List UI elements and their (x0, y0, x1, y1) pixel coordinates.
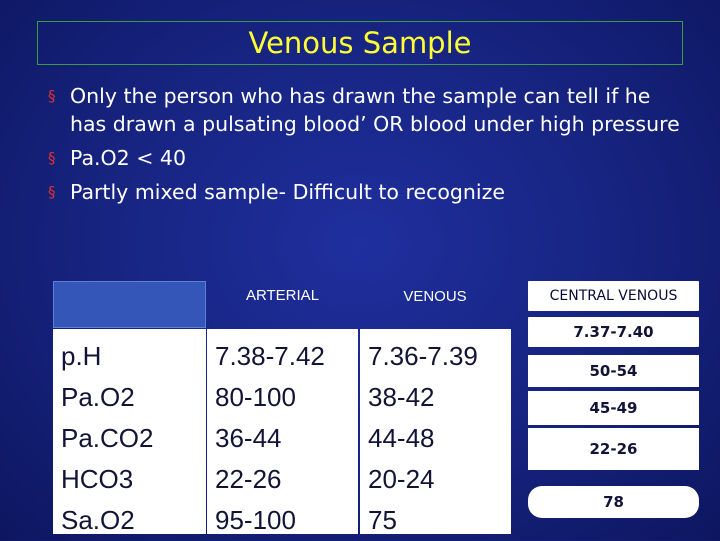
venous-value: 20-24 (368, 464, 435, 494)
table-header-blank (53, 281, 206, 328)
slide-title: Venous Sample (248, 25, 472, 60)
central-venous-value: 45-49 (528, 391, 699, 425)
venous-value: 75 (368, 505, 397, 535)
bullet-item: § Partly mixed sample- Difficult to reco… (48, 178, 688, 206)
parameter-label: p.H (61, 341, 102, 371)
table-header-venous: VENOUS (403, 288, 467, 305)
parameter-label: Sa.O2 (61, 505, 135, 535)
table-header-arterial: ARTERIAL (245, 287, 320, 304)
bullet-marker-icon: § (48, 149, 56, 167)
arterial-value: 7.38-7.42 (215, 341, 325, 371)
parameter-column: p.H Pa.O2 Pa.CO2 HCO3 Sa.O2 (53, 329, 206, 535)
bullet-list: § Only the person who has drawn the samp… (48, 82, 688, 212)
parameter-label: HCO3 (61, 464, 134, 494)
bullet-marker-icon: § (48, 183, 56, 201)
bullet-text: Pa.O2 < 40 (70, 146, 186, 170)
arterial-column: 7.38-7.42 80-100 36-44 22-26 95-100 (207, 329, 358, 535)
parameter-label: Pa.O2 (61, 382, 135, 412)
bullet-item: § Pa.O2 < 40 (48, 144, 688, 172)
table-header-central-venous: CENTRAL VENOUS (528, 281, 699, 311)
venous-value: 38-42 (368, 382, 435, 412)
title-box: Venous Sample (37, 21, 683, 65)
venous-value: 44-48 (368, 423, 435, 453)
central-venous-value: 50-54 (528, 355, 699, 387)
arterial-value: 95-100 (215, 505, 296, 535)
central-venous-value: 7.37-7.40 (528, 317, 699, 347)
parameter-label: Pa.CO2 (61, 423, 154, 453)
venous-value: 7.36-7.39 (368, 341, 478, 371)
venous-column: 7.36-7.39 38-42 44-48 20-24 75 (360, 329, 511, 535)
arterial-value: 36-44 (215, 423, 282, 453)
central-venous-value: 22-26 (528, 428, 699, 470)
bullet-item: § Only the person who has drawn the samp… (48, 82, 688, 138)
arterial-value: 80-100 (215, 382, 296, 412)
central-venous-value: 78 (528, 486, 699, 518)
arterial-value: 22-26 (215, 464, 282, 494)
bullet-marker-icon: § (48, 87, 56, 105)
bullet-text: Only the person who has drawn the sample… (70, 84, 680, 136)
bullet-text: Partly mixed sample- Difficult to recogn… (70, 180, 505, 204)
